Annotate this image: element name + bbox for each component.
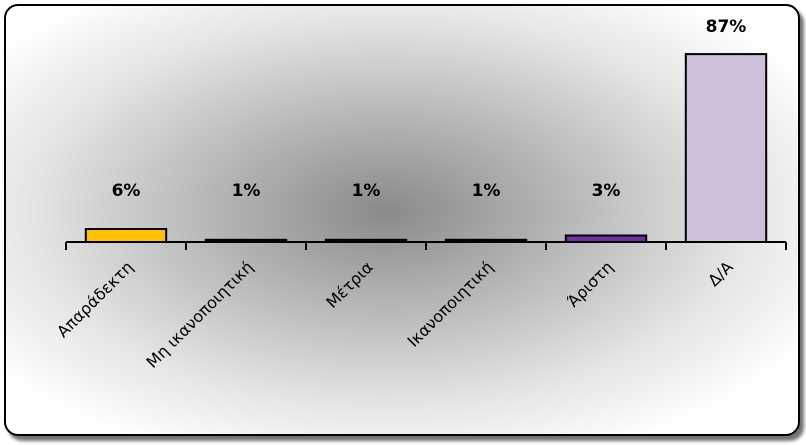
bar-6 bbox=[684, 53, 768, 243]
data-label-5: 3% bbox=[592, 181, 621, 201]
bar-chart: 6% Απαράδεκτη 1% Μη ικανοποιητική 1% Μέτρια 1%… bbox=[53, 17, 787, 372]
data-label-6: 87% bbox=[706, 17, 747, 37]
category-label-3: Μέτρια bbox=[322, 257, 377, 312]
data-label-3: 1% bbox=[352, 181, 381, 201]
chart-frame: 6% Απαράδεκτη 1% Μη ικανοποιητική 1% Μέτρια 1%… bbox=[4, 4, 800, 436]
category-label-2: Μη ικανοποιητική bbox=[142, 257, 256, 371]
category-label-1: Απαράδεκτη bbox=[53, 257, 137, 341]
category-label-4: Ικανοποιητική bbox=[403, 257, 496, 350]
category-label-6: Δ/Α bbox=[704, 257, 737, 290]
category-label-5: Άριστη bbox=[563, 257, 616, 310]
bar-1 bbox=[84, 228, 168, 243]
data-label-2: 1% bbox=[232, 181, 261, 201]
data-label-1: 6% bbox=[112, 181, 141, 201]
data-label-4: 1% bbox=[472, 181, 501, 201]
